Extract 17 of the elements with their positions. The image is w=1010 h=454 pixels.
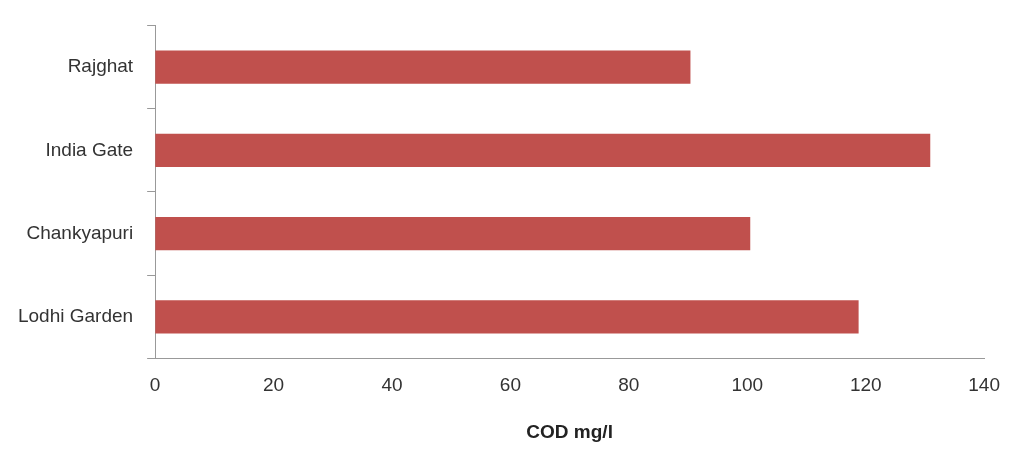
x-tick-label: 0 xyxy=(149,374,161,396)
x-axis-title: COD mg/l xyxy=(526,420,613,442)
bar xyxy=(155,216,751,251)
y-tick-label: India Gate xyxy=(45,138,134,160)
x-tick-label: 120 xyxy=(849,374,882,396)
bar xyxy=(155,133,931,167)
bar xyxy=(155,50,691,84)
x-tick-label: 20 xyxy=(263,374,285,396)
bar xyxy=(155,300,859,334)
x-tick-label: 100 xyxy=(731,374,764,396)
x-tick-label: 80 xyxy=(618,374,640,396)
x-tick-label: 60 xyxy=(499,374,521,396)
x-tick-label: 40 xyxy=(381,374,403,396)
x-tick-label: 140 xyxy=(968,374,1000,396)
y-tick-label: Chankyapuri xyxy=(26,221,134,243)
y-tick-label: Rajghat xyxy=(67,55,134,77)
y-tick-label: Lodhi Garden xyxy=(17,305,134,327)
